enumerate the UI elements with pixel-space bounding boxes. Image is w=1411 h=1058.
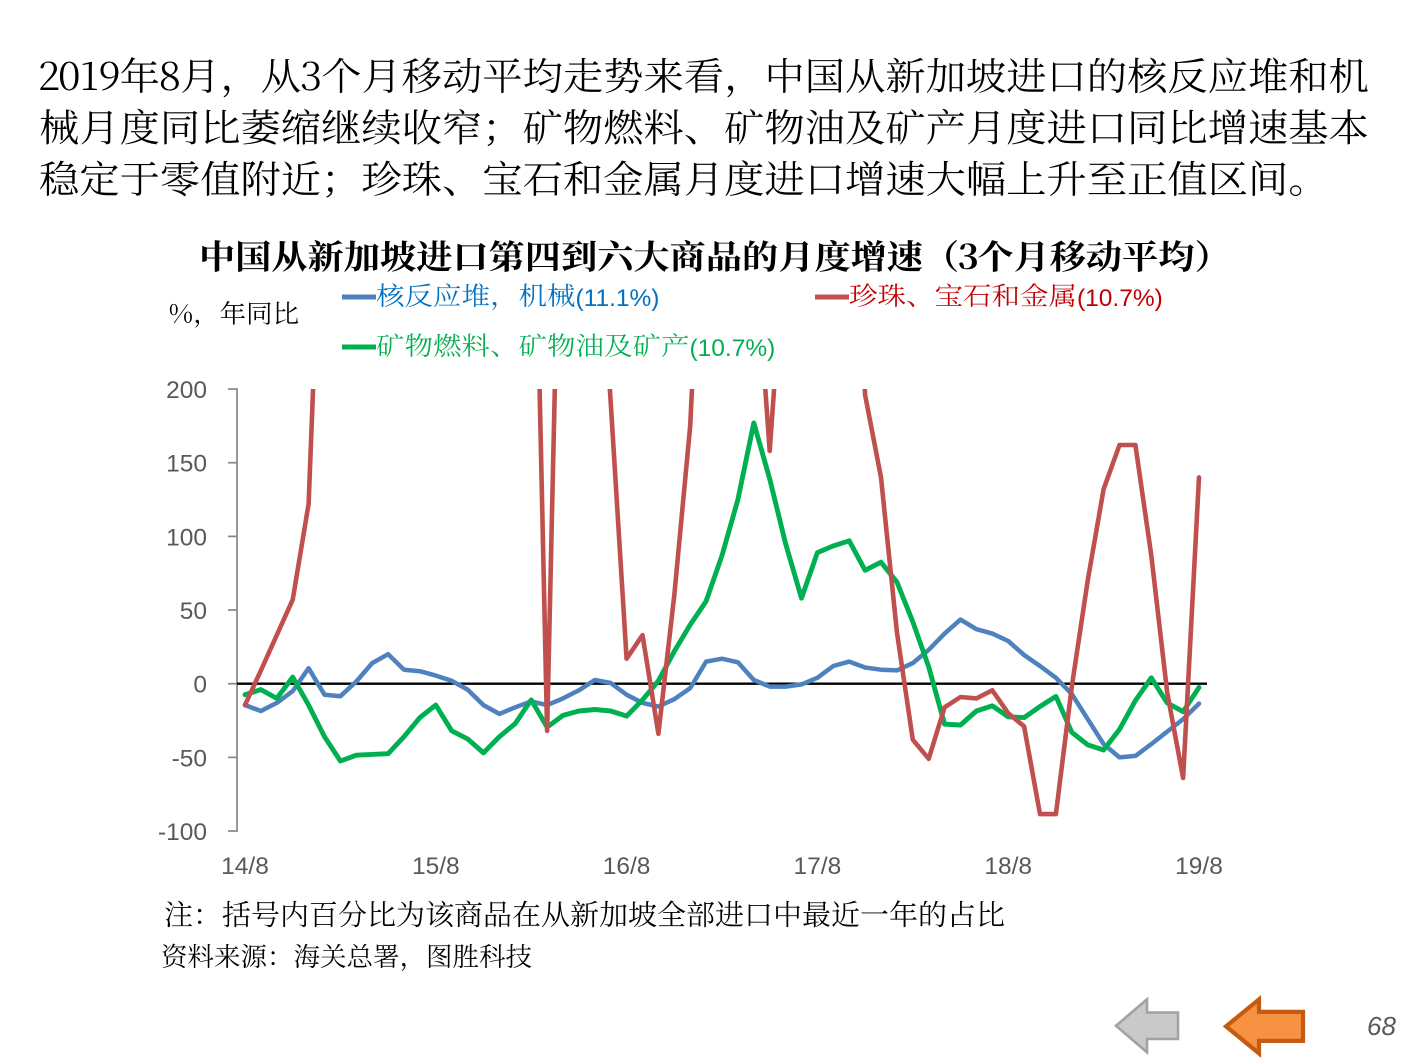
svg-text:100: 100 (166, 524, 207, 551)
svg-text:50: 50 (180, 598, 207, 625)
svg-text:(10.7%): (10.7%) (1077, 285, 1163, 312)
svg-text:200: 200 (166, 377, 207, 404)
svg-text:150: 150 (166, 451, 207, 478)
svg-text:16/8: 16/8 (603, 853, 651, 880)
svg-text:0: 0 (193, 672, 207, 699)
svg-text:68: 68 (1367, 1011, 1396, 1041)
svg-text:19/8: 19/8 (1175, 853, 1223, 880)
svg-text:15/8: 15/8 (412, 853, 460, 880)
svg-text:(10.7%): (10.7%) (690, 335, 776, 362)
svg-text:18/8: 18/8 (984, 853, 1032, 880)
svg-text:17/8: 17/8 (794, 853, 842, 880)
svg-text:-50: -50 (172, 745, 207, 772)
svg-text:14/8: 14/8 (221, 853, 269, 880)
svg-text:(11.1%): (11.1%) (576, 285, 660, 312)
svg-text:-100: -100 (158, 819, 207, 846)
